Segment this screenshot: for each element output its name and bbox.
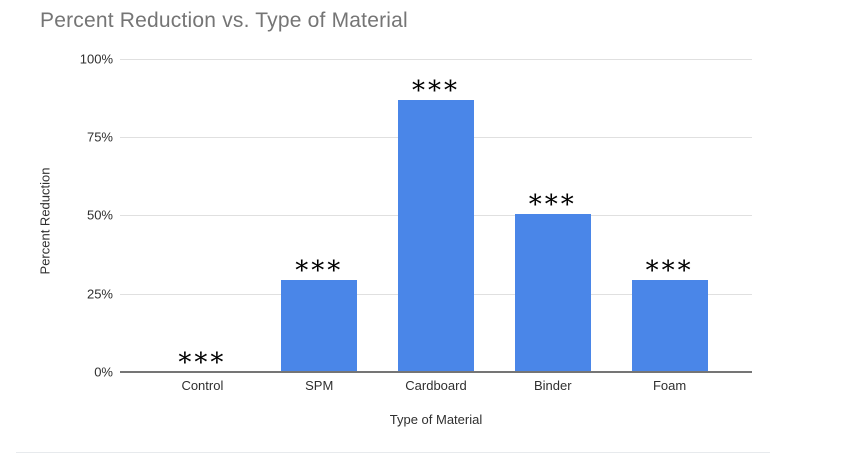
significance-stars: *** [528, 189, 577, 220]
y-tick-label: 50% [86, 207, 113, 223]
significance-stars: *** [645, 255, 694, 286]
bar-slots: *** *** *** *** *** [120, 59, 752, 376]
y-tick-label: 0% [94, 364, 113, 380]
bar-group-control: *** [144, 59, 261, 376]
x-tick-label: Control [181, 378, 224, 393]
gridline-100 [120, 59, 752, 60]
y-axis-tick-labels: 0% 25% 50% 75% 100% [0, 52, 113, 380]
significance-stars: *** [411, 76, 460, 107]
x-axis-title: Type of Material [389, 412, 483, 427]
y-tick-label: 100% [79, 51, 113, 67]
bar-cardboard [397, 100, 474, 372]
bar-group-spm: *** [261, 59, 378, 372]
x-tick-label: Cardboard [405, 378, 467, 393]
y-tick-label: 75% [86, 129, 113, 145]
x-tick-label: SPM [305, 378, 334, 393]
x-tick-label: Binder [534, 378, 572, 393]
chart-title: Percent Reduction vs. Type of Material [40, 9, 408, 32]
x-axis-line [120, 371, 752, 373]
y-tick-label: 25% [86, 286, 113, 302]
bar-foam [631, 279, 708, 372]
bar-group-cardboard: *** [378, 59, 495, 372]
bar-binder [514, 213, 591, 372]
x-axis-tick-labels: Control SPM Cardboard Binder Foam [120, 378, 752, 393]
significance-stars: *** [295, 256, 344, 287]
x-tick-label: Foam [652, 378, 687, 393]
plot-area: *** *** *** *** *** [120, 59, 752, 376]
bar-spm [281, 280, 358, 372]
bar-group-binder: *** [494, 59, 611, 372]
bar-group-foam: *** [611, 59, 728, 372]
spreadsheet-row-divider [16, 452, 770, 453]
